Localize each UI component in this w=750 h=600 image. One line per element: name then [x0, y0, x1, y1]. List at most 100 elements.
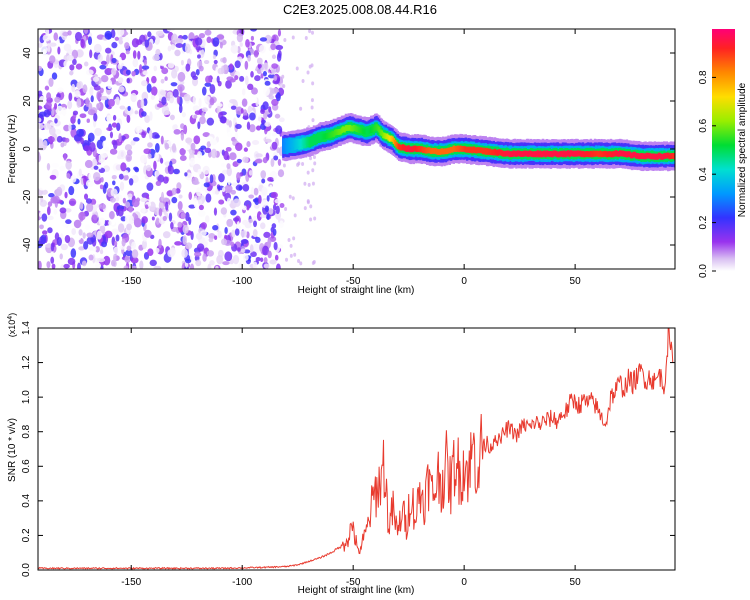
noise-speckle — [227, 131, 232, 138]
noise-speckle — [90, 95, 94, 103]
ridge-cell — [509, 151, 513, 157]
noise-speckle — [70, 174, 77, 183]
ridge-cell — [376, 125, 380, 132]
noise-speckle — [49, 55, 56, 64]
noise-speckle — [161, 191, 165, 202]
noise-speckle — [49, 174, 57, 180]
noise-speckle — [243, 249, 251, 254]
noise-speckle — [47, 136, 55, 143]
ridge-cell — [292, 141, 296, 148]
noise-speckle — [89, 141, 96, 152]
noise-speckle — [149, 259, 157, 267]
noise-speckle — [168, 212, 173, 222]
noise-speckle — [121, 238, 126, 247]
noise-speckle — [131, 70, 136, 77]
ridge-cell — [541, 151, 545, 157]
noise-speckle — [306, 70, 310, 75]
noise-speckle — [85, 179, 94, 188]
ridge-cell — [499, 149, 502, 156]
noise-speckle — [148, 129, 153, 140]
noise-speckle — [313, 216, 317, 221]
noise-speckle — [65, 219, 72, 225]
ridge-cell — [527, 151, 530, 157]
y-tick-label: 0.4 — [21, 493, 32, 507]
noise-speckle — [257, 63, 262, 69]
noise-speckle — [158, 207, 163, 217]
ridge-cell — [659, 153, 662, 159]
noise-speckle — [220, 207, 228, 215]
noise-speckle — [311, 181, 315, 186]
noise-speckle — [188, 217, 192, 225]
noise-speckle — [104, 181, 109, 189]
ridge-cell — [421, 147, 425, 154]
noise-speckle — [208, 237, 214, 243]
noise-speckle — [67, 30, 72, 36]
ridge-cell — [671, 153, 674, 159]
ridge-cell — [551, 151, 554, 158]
noise-speckle — [67, 257, 76, 266]
noise-speckle — [232, 254, 240, 265]
ridge-cell — [645, 152, 649, 159]
noise-speckle — [152, 189, 157, 200]
noise-speckle — [154, 35, 160, 45]
y-tick-label: 0 — [22, 146, 33, 152]
noise-speckle — [247, 83, 254, 91]
noise-speckle — [99, 184, 104, 190]
ridge-cell — [364, 128, 368, 135]
noise-speckle — [80, 38, 85, 48]
ridge-cell — [440, 148, 444, 154]
ridge-cell — [347, 125, 350, 131]
noise-speckle — [125, 50, 130, 55]
noise-speckle — [246, 121, 251, 130]
noise-speckle — [243, 147, 248, 152]
noise-speckle — [229, 98, 237, 104]
noise-speckle — [192, 75, 198, 81]
noise-speckle — [123, 174, 129, 181]
noise-speckle — [253, 49, 259, 58]
noise-speckle — [106, 54, 110, 65]
ridge-cell — [495, 149, 498, 156]
noise-speckle — [62, 223, 69, 228]
noise-speckle — [212, 37, 220, 47]
noise-speckle — [230, 44, 239, 54]
ridge-cell — [483, 147, 486, 154]
noise-speckle — [192, 105, 200, 112]
noise-speckle — [154, 134, 160, 139]
noise-speckle — [194, 110, 202, 115]
ridge-cell — [468, 147, 471, 153]
ridge-cell — [445, 148, 449, 155]
noise-speckle — [241, 98, 248, 107]
noise-speckle — [248, 194, 255, 199]
noise-speckle — [82, 232, 86, 239]
ridge-cell — [520, 151, 523, 157]
noise-speckle — [71, 209, 78, 217]
noise-speckle — [160, 78, 165, 84]
noise-speckle — [137, 50, 141, 60]
ridge-cell — [327, 132, 330, 139]
ridge-cell — [398, 143, 401, 150]
noise-speckle — [193, 135, 201, 145]
noise-speckle — [61, 107, 67, 117]
ridge-cell — [492, 149, 495, 156]
ridge-cell — [576, 150, 579, 157]
noise-speckle — [198, 33, 206, 39]
noise-speckle — [43, 123, 52, 130]
noise-speckle — [185, 258, 192, 264]
noise-speckle — [154, 142, 160, 153]
ridge-cell — [295, 141, 298, 148]
noise-speckle — [277, 158, 282, 166]
noise-speckle — [179, 148, 186, 156]
noise-speckle — [256, 211, 262, 221]
noise-speckle — [95, 245, 100, 253]
noise-speckle — [185, 137, 193, 144]
noise-speckle — [114, 36, 120, 41]
noise-speckle — [209, 138, 218, 146]
noise-speckle — [201, 107, 208, 113]
noise-speckle — [59, 253, 63, 260]
noise-speckle — [277, 29, 282, 37]
noise-speckle — [132, 50, 137, 59]
noise-speckle — [289, 243, 293, 248]
y-tick-label: 40 — [22, 47, 33, 59]
noise-speckle — [112, 246, 121, 255]
noise-speckle — [74, 90, 81, 98]
